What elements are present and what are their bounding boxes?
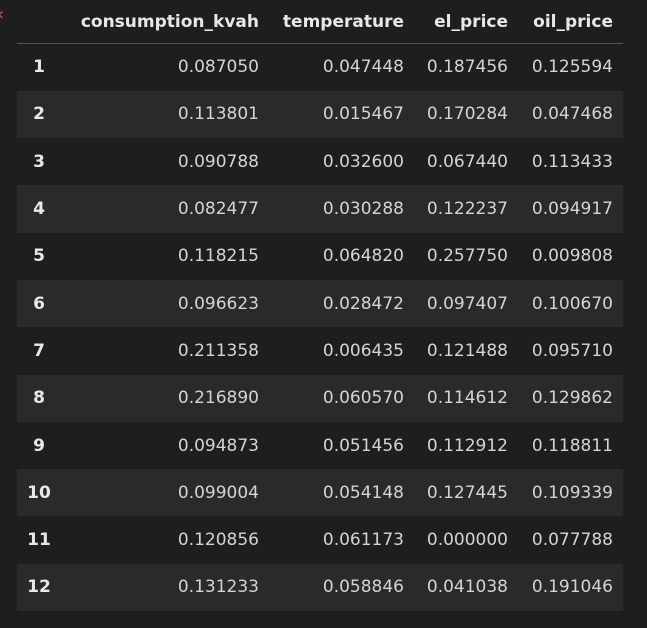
cell-consumption-kvah: 0.131233	[177, 577, 259, 598]
row-index: 10	[27, 482, 51, 503]
row-padding	[613, 280, 623, 327]
table-header: consumption_kvah temperature el_price oi…	[17, 0, 623, 44]
cell-el-price: 0.067440	[426, 151, 508, 172]
row-padding	[613, 375, 623, 422]
table-row: 10 0.099004 0.054148 0.127445 0.109339	[17, 469, 623, 517]
row-index: 6	[33, 293, 45, 314]
row-index: 3	[33, 151, 45, 172]
cell-oil-price: 0.118811	[531, 435, 613, 456]
column-header-el-price: el_price	[404, 0, 508, 44]
row-padding	[613, 327, 623, 374]
cell-oil-price: 0.125594	[531, 57, 613, 78]
table-row: 7 0.211358 0.006435 0.121488 0.095710	[17, 327, 623, 375]
cell-temperature: 0.032600	[322, 151, 404, 172]
cell-temperature: 0.058846	[322, 577, 404, 598]
table-row: 11 0.120856 0.061173 0.000000 0.077788	[17, 516, 623, 564]
cell-el-price: 0.121488	[426, 340, 508, 361]
cell-consumption-kvah: 0.216890	[177, 388, 259, 409]
header-row: consumption_kvah temperature el_price oi…	[17, 0, 623, 44]
cell-consumption-kvah: 0.090788	[177, 151, 259, 172]
dataframe-table: consumption_kvah temperature el_price oi…	[17, 0, 623, 612]
cell-el-price: 0.097407	[426, 293, 508, 314]
row-index: 2	[33, 104, 45, 125]
cell-consumption-kvah: 0.094873	[177, 435, 259, 456]
table-row: 9 0.094873 0.051456 0.112912 0.118811	[17, 421, 623, 470]
cell-oil-price: 0.191046	[531, 577, 613, 598]
row-padding	[613, 422, 623, 469]
cell-temperature: 0.030288	[322, 199, 404, 220]
table-row: 8 0.216890 0.060570 0.114612 0.129862	[17, 374, 623, 422]
cell-oil-price: 0.113433	[531, 151, 613, 172]
cell-temperature: 0.047448	[322, 57, 404, 78]
cell-el-price: 0.170284	[426, 104, 508, 125]
cell-temperature: 0.054148	[322, 482, 404, 503]
cell-oil-price: 0.094917	[531, 199, 613, 220]
row-index: 1	[33, 57, 45, 78]
row-padding	[613, 233, 623, 280]
cell-consumption-kvah: 0.113801	[177, 104, 259, 125]
row-index: 12	[27, 577, 51, 598]
row-index: 11	[27, 530, 51, 551]
cell-el-price: 0.114612	[426, 388, 508, 409]
cell-consumption-kvah: 0.082477	[177, 199, 259, 220]
row-padding	[613, 138, 623, 185]
row-index: 5	[33, 246, 45, 267]
cell-el-price: 0.127445	[426, 482, 508, 503]
cell-temperature: 0.064820	[322, 246, 404, 267]
cell-el-price: 0.000000	[426, 530, 508, 551]
cell-el-price: 0.041038	[426, 577, 508, 598]
row-padding	[613, 516, 623, 563]
cell-oil-price: 0.009808	[531, 246, 613, 267]
cell-consumption-kvah: 0.087050	[177, 57, 259, 78]
column-header-oil-price: oil_price	[508, 0, 613, 44]
row-padding	[613, 469, 623, 516]
row-padding	[613, 44, 623, 91]
cell-oil-price: 0.100670	[531, 293, 613, 314]
row-padding	[613, 185, 623, 232]
table-row: 6 0.096623 0.028472 0.097407 0.100670	[17, 279, 623, 328]
cell-consumption-kvah: 0.120856	[177, 530, 259, 551]
table-body: 1 0.087050 0.047448 0.187456 0.125594 2 0.1138…	[17, 43, 623, 612]
table-row: 2 0.113801 0.015467 0.170284 0.047468	[17, 90, 623, 139]
table-row: 3 0.090788 0.032600 0.067440 0.113433	[17, 138, 623, 186]
cell-consumption-kvah: 0.099004	[177, 482, 259, 503]
row-index: 4	[33, 199, 45, 220]
header-padding	[613, 0, 623, 44]
cell-oil-price: 0.095710	[531, 340, 613, 361]
cell-temperature: 0.051456	[322, 435, 404, 456]
cell-oil-price: 0.077788	[531, 530, 613, 551]
table-row: 1 0.087050 0.047448 0.187456 0.125594	[17, 43, 623, 91]
row-padding	[613, 91, 623, 138]
cell-temperature: 0.028472	[322, 293, 404, 314]
index-header	[17, 0, 61, 44]
cell-temperature: 0.015467	[322, 104, 404, 125]
cell-consumption-kvah: 0.211358	[177, 340, 259, 361]
cell-temperature: 0.061173	[322, 530, 404, 551]
row-index: 8	[33, 388, 45, 409]
cell-consumption-kvah: 0.096623	[177, 293, 259, 314]
cell-el-price: 0.257750	[426, 246, 508, 267]
cell-temperature: 0.060570	[322, 388, 404, 409]
cell-consumption-kvah: 0.118215	[177, 246, 259, 267]
cell-el-price: 0.112912	[426, 435, 508, 456]
cell-oil-price: 0.129862	[531, 388, 613, 409]
row-index: 9	[33, 435, 45, 456]
chevron-left-icon: ‹	[0, 6, 4, 24]
row-padding	[613, 564, 623, 611]
table-row: 12 0.131233 0.058846 0.041038 0.191046	[17, 563, 623, 612]
cell-oil-price: 0.109339	[531, 482, 613, 503]
cell-temperature: 0.006435	[322, 340, 404, 361]
row-index: 7	[33, 340, 45, 361]
cell-oil-price: 0.047468	[531, 104, 613, 125]
table-row: 5 0.118215 0.064820 0.257750 0.009808	[17, 232, 623, 280]
cell-el-price: 0.122237	[426, 199, 508, 220]
column-header-temperature: temperature	[259, 0, 404, 44]
column-header-consumption-kvah: consumption_kvah	[61, 0, 259, 44]
table-row: 4 0.082477 0.030288 0.122237 0.094917	[17, 185, 623, 233]
cell-el-price: 0.187456	[426, 57, 508, 78]
